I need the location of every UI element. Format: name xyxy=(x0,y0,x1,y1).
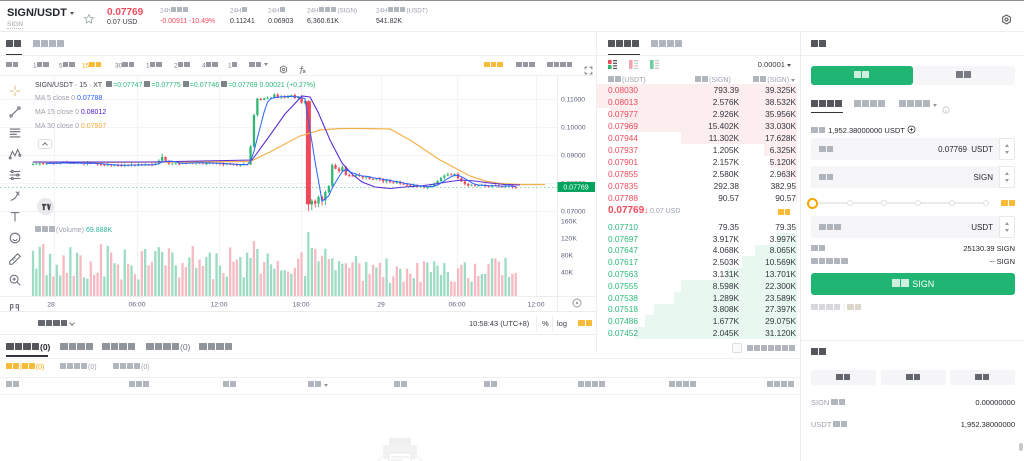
svg-text:160K: 160K xyxy=(561,219,577,226)
svg-text:06:00: 06:00 xyxy=(448,302,465,309)
svg-text:0.07000: 0.07000 xyxy=(561,209,586,216)
svg-text:80K: 80K xyxy=(561,253,574,260)
svg-text:40K: 40K xyxy=(561,270,574,277)
svg-text:12:00: 12:00 xyxy=(210,302,227,309)
svg-text:29: 29 xyxy=(377,302,385,309)
svg-text:06:00: 06:00 xyxy=(128,302,145,309)
svg-text:0.11000: 0.11000 xyxy=(561,97,585,104)
svg-text:28: 28 xyxy=(47,302,55,309)
svg-text:0.09000: 0.09000 xyxy=(561,153,586,160)
svg-text:120K: 120K xyxy=(561,236,577,243)
svg-text:18:00: 18:00 xyxy=(292,302,309,309)
svg-text:0.10000: 0.10000 xyxy=(561,125,586,132)
svg-text:0.07769: 0.07769 xyxy=(563,185,588,192)
svg-text:12:00: 12:00 xyxy=(527,302,544,309)
